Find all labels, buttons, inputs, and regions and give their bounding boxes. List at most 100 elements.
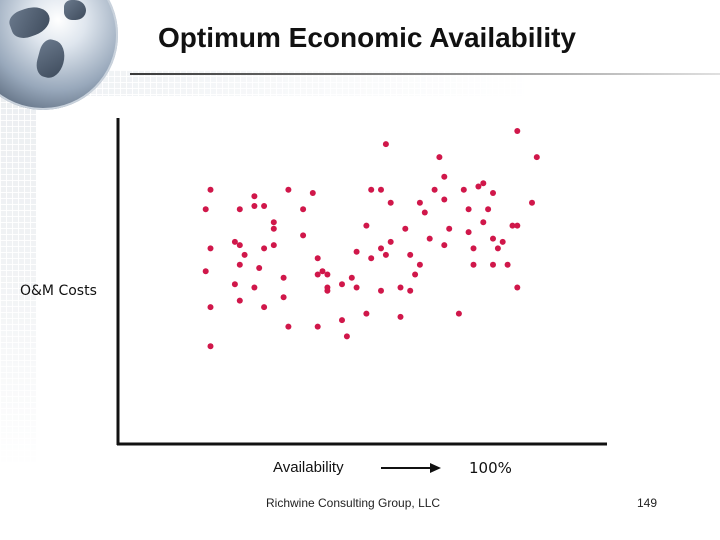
scatter-point — [441, 173, 448, 180]
scatter-point — [480, 219, 487, 226]
scatter-point — [343, 333, 350, 340]
scatter-point — [256, 265, 263, 271]
scatter-point — [353, 284, 360, 291]
x-axis-end-label: 100% — [469, 459, 512, 477]
scatter-point — [421, 209, 428, 216]
scatter-point — [270, 225, 277, 232]
scatter-point — [455, 310, 462, 317]
scatter-point — [533, 154, 540, 161]
footer-text: Richwine Consulting Group, LLC — [266, 496, 441, 510]
scatter-point — [470, 245, 477, 252]
scatter-point — [475, 183, 482, 190]
scatter-point — [446, 225, 453, 232]
scatter-point — [319, 268, 326, 275]
scatter-point — [378, 245, 384, 252]
scatter-point — [285, 323, 292, 330]
scatter-point — [207, 304, 214, 311]
scatter-point — [382, 251, 389, 258]
scatter-point — [407, 287, 414, 294]
scatter-point — [324, 271, 331, 278]
scatter-point — [285, 186, 292, 193]
scatter-point — [251, 284, 258, 291]
scatter-point — [368, 186, 375, 193]
scatter-point — [207, 186, 214, 193]
scatter-point — [465, 229, 472, 236]
scatter-point — [251, 193, 258, 200]
scatter-point — [382, 141, 389, 148]
title-underline — [130, 73, 720, 75]
scatter-point — [202, 268, 209, 275]
scatter-point — [504, 261, 511, 268]
scatter-point — [407, 251, 414, 258]
scatter-point — [480, 180, 487, 187]
scatter-point — [494, 245, 501, 252]
content-panel — [36, 96, 720, 540]
scatter-point — [460, 186, 467, 193]
scatter-point — [241, 251, 248, 258]
scatter-point — [397, 313, 404, 320]
scatter-point — [441, 196, 448, 203]
scatter-point — [499, 238, 506, 245]
scatter-point — [261, 304, 268, 311]
scatter-point — [207, 245, 214, 252]
scatter-point — [300, 206, 307, 213]
scatter-point — [270, 219, 277, 226]
scatter-point — [426, 235, 433, 242]
scatter-point — [416, 199, 423, 206]
globe-land-shape — [64, 0, 86, 20]
scatter-point — [309, 190, 316, 196]
scatter-point — [348, 274, 355, 281]
scatter-point — [324, 287, 331, 294]
scatter-point — [387, 238, 394, 245]
scatter-point — [339, 281, 345, 288]
scatter-point — [314, 323, 321, 330]
scatter-point — [207, 343, 214, 350]
scatter-point — [280, 294, 287, 301]
scatter-point — [490, 261, 496, 268]
scatter-point — [251, 203, 258, 209]
scatter-point — [202, 206, 209, 213]
scatter-point — [280, 274, 287, 281]
scatter-point — [236, 261, 243, 268]
x-axis-arrowhead — [430, 463, 441, 473]
scatter-point — [270, 242, 277, 249]
scatter-point — [490, 190, 496, 196]
scatter-point — [363, 310, 370, 317]
scatter-point — [416, 261, 423, 268]
scatter-point — [397, 284, 404, 291]
scatter-point — [387, 199, 394, 206]
page-number: 149 — [637, 496, 658, 510]
scatter-points — [202, 128, 540, 350]
scatter-point — [402, 225, 409, 232]
scatter-point — [431, 186, 438, 193]
scatter-point — [378, 186, 384, 193]
scatter-point — [339, 317, 345, 324]
scatter-point — [261, 203, 268, 209]
scatter-point — [441, 242, 448, 249]
scatter-point — [236, 242, 243, 249]
scatter-point — [514, 128, 521, 134]
scatter-point — [231, 238, 238, 245]
scatter-point — [353, 248, 360, 255]
scatter-point — [231, 281, 238, 288]
top-mosaic-decoration — [0, 70, 720, 100]
scatter-point — [514, 284, 521, 291]
scatter-point — [490, 235, 496, 242]
y-axis-label: O&M Costs — [20, 283, 97, 299]
x-axis-label: Availability — [273, 459, 344, 476]
scatter-point — [314, 255, 321, 262]
scatter-point — [412, 271, 419, 278]
scatter-point — [363, 222, 370, 229]
scatter-point — [300, 232, 307, 239]
scatter-point — [529, 199, 535, 206]
scatter-point — [514, 222, 521, 229]
scatter-point — [436, 154, 443, 161]
scatter-point — [368, 255, 375, 262]
scatter-point — [261, 245, 268, 252]
slide-title: Optimum Economic Availability — [158, 22, 577, 53]
scatter-point — [465, 206, 472, 213]
scatter-point — [470, 261, 477, 268]
scatter-point — [485, 206, 492, 213]
